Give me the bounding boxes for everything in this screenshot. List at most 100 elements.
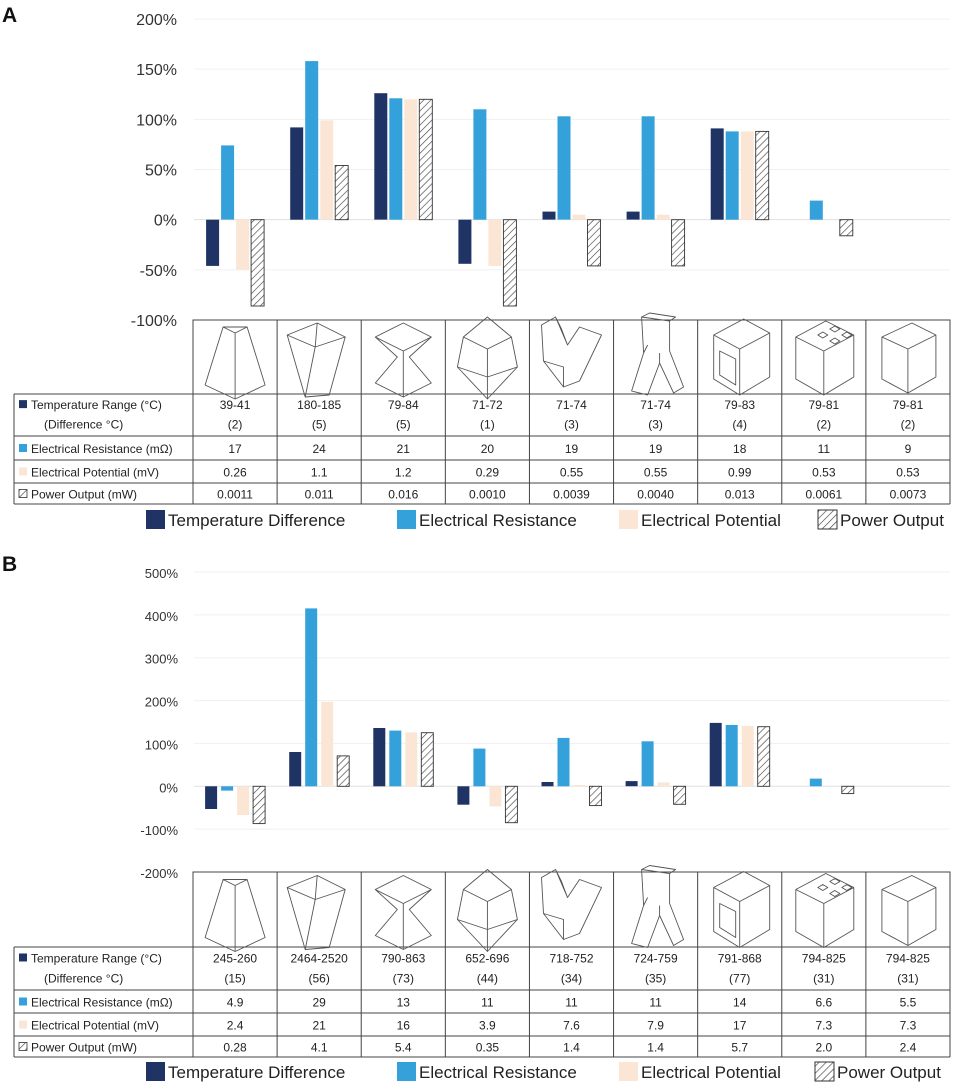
row-sublabel: (Difference °C) <box>44 971 123 985</box>
cell-value: 790-863 <box>381 951 425 965</box>
cell-value: 0.26 <box>223 466 247 480</box>
diamond-prism-icon <box>456 869 518 952</box>
bar-temperature-4 <box>458 219 472 264</box>
bar-resistance-7 <box>725 131 739 220</box>
hourglass-icon <box>374 322 432 398</box>
perforated-cube-icon <box>795 320 855 396</box>
cell-value: 1.4 <box>647 1041 664 1055</box>
cell-value: 0.011 <box>305 488 334 502</box>
cell-value: 0.29 <box>476 466 500 480</box>
cell-value: 2464-2520 <box>290 951 348 965</box>
cell-value: 39-41 <box>220 398 251 412</box>
legend-swatch-potential <box>619 1062 638 1081</box>
cell-value: 7.3 <box>900 1019 917 1033</box>
cell-value: 17 <box>733 1019 747 1033</box>
bar-power-1 <box>250 219 265 307</box>
cell-value: 11 <box>818 442 831 456</box>
cell-value: 0.55 <box>560 466 584 480</box>
bar-power-3 <box>420 732 434 787</box>
row-label-potential: Electrical Potential (mV) <box>31 466 159 480</box>
bar-temperature-5 <box>541 782 554 787</box>
bar-temperature-6 <box>626 211 640 220</box>
hollow-frame-cube-icon <box>713 871 771 948</box>
row-label-potential: Electrical Potential (mV) <box>31 1019 159 1033</box>
cell-subvalue: (1) <box>480 418 495 432</box>
bar-power-7 <box>757 726 771 787</box>
row-swatch-resistance <box>19 997 27 1006</box>
cell-value: 1.4 <box>563 1041 580 1055</box>
cell-value: 5.5 <box>900 996 917 1010</box>
bar-power-2 <box>334 165 349 221</box>
bar-potential-2 <box>320 120 334 220</box>
cell-value: 11 <box>481 996 494 1010</box>
bar-temperature-3 <box>374 93 388 220</box>
cell-subvalue: (2) <box>816 418 831 432</box>
bar-power-4 <box>504 785 518 824</box>
cell-subvalue: (15) <box>224 971 245 985</box>
bar-power-5 <box>589 785 602 807</box>
legend-swatch-temperature <box>146 510 165 529</box>
cell-value: 21 <box>312 1019 326 1033</box>
cell-value: 0.0039 <box>553 488 590 502</box>
cell-value: 4.9 <box>227 996 244 1010</box>
legend-label-resistance: Electrical Resistance <box>419 511 577 530</box>
bar-resistance-8 <box>809 200 823 220</box>
cell-value: 9 <box>905 442 912 456</box>
y-tick-label: 500% <box>145 566 179 581</box>
panel-label: B <box>2 553 17 576</box>
cell-value: 13 <box>397 996 411 1010</box>
legend-swatch-temperature <box>146 1062 165 1081</box>
frustum-icon <box>204 879 266 952</box>
cell-value: 79-81 <box>893 398 924 412</box>
cell-value: 19 <box>565 442 579 456</box>
bar-potential-5 <box>572 214 586 220</box>
y-tick-label: -100% <box>140 823 178 838</box>
cell-subvalue: (34) <box>561 971 582 985</box>
cell-subvalue: (77) <box>729 971 750 985</box>
y-tick-label: 50% <box>145 163 177 180</box>
row-label-resistance: Electrical Resistance (mΩ) <box>31 996 173 1010</box>
bar-potential-1 <box>236 219 250 270</box>
cell-subvalue: (5) <box>396 418 411 432</box>
y-tick-label: 200% <box>145 695 179 710</box>
cell-value: 29 <box>312 996 326 1010</box>
cell-subvalue: (5) <box>312 418 327 432</box>
y-tick-label: 200% <box>136 12 177 29</box>
cell-subvalue: (35) <box>645 971 666 985</box>
cell-value: 0.0040 <box>637 488 674 502</box>
cell-value: 2.0 <box>815 1041 832 1055</box>
cell-value: 7.9 <box>647 1019 664 1033</box>
cell-subvalue: (44) <box>477 971 498 985</box>
cell-value: 245-260 <box>213 951 257 965</box>
y-tick-label: -100% <box>131 313 177 330</box>
bar-resistance-5 <box>557 116 571 220</box>
legend-swatch-potential <box>619 510 638 529</box>
bar-power-8 <box>841 785 855 795</box>
bar-potential-7 <box>741 725 754 787</box>
inverted-y-shape-icon <box>631 312 685 396</box>
y-tick-label: 300% <box>145 652 179 667</box>
cell-value: 794-825 <box>886 951 930 965</box>
cell-value: 0.35 <box>476 1041 500 1055</box>
row-swatch-potential <box>19 1020 27 1029</box>
bar-resistance-2 <box>305 61 319 220</box>
legend-swatch-power <box>817 509 838 530</box>
row-swatch-potential <box>19 467 27 476</box>
perforated-cube-icon <box>795 873 855 948</box>
cell-value: 0.0011 <box>217 488 253 502</box>
cell-value: 0.0061 <box>805 488 842 502</box>
row-label-power: Power Output (mW) <box>31 1041 137 1055</box>
cell-value: 180-185 <box>297 398 341 412</box>
bar-temperature-6 <box>625 781 638 787</box>
v-shape-icon <box>541 316 602 388</box>
y-tick-label: -200% <box>140 866 178 881</box>
cell-value: 791-868 <box>718 951 762 965</box>
cell-subvalue: (2) <box>228 418 243 432</box>
legend-label-resistance: Electrical Resistance <box>419 1063 577 1082</box>
bar-power-6 <box>671 219 686 267</box>
bar-potential-7 <box>740 131 754 220</box>
hourglass-icon <box>374 875 432 950</box>
bar-power-2 <box>336 755 350 787</box>
cell-value: 71-74 <box>640 398 671 412</box>
